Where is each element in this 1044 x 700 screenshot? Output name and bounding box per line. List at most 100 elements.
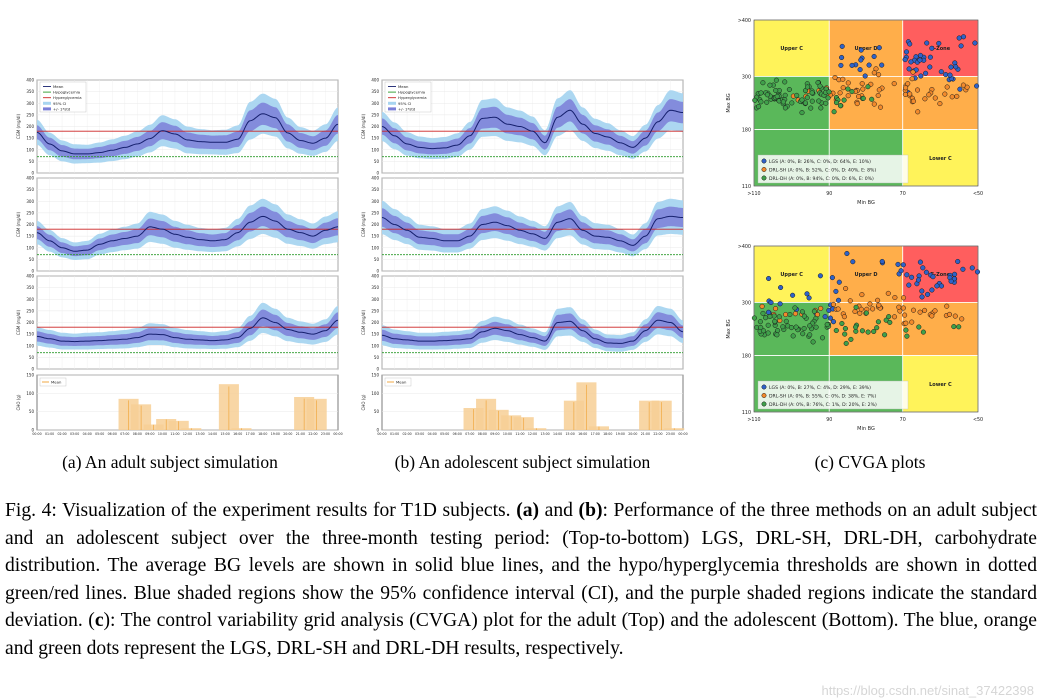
cvga-point-lgs bbox=[777, 301, 783, 307]
y-tick-label: 300 bbox=[371, 101, 379, 106]
y-tick-label: 300 bbox=[742, 300, 751, 306]
legend-marker bbox=[761, 175, 767, 181]
cvga-point-drl-dh bbox=[843, 340, 849, 346]
x-tick-label: 00:00 bbox=[333, 432, 342, 436]
y-tick-label: 100 bbox=[371, 245, 379, 250]
cvga-point-drl-sh bbox=[841, 314, 847, 320]
x-tick-label: 21:00 bbox=[641, 432, 650, 436]
cvga-point-drl-dh bbox=[808, 105, 814, 111]
cvga-point-drl-dh bbox=[751, 315, 757, 321]
y-axis-label: CGM (mg/dl) bbox=[361, 309, 366, 335]
cvga-point-drl-dh bbox=[793, 324, 799, 330]
y-axis-label: CGM (mg/dl) bbox=[16, 309, 21, 335]
caption-bold-b: (b) bbox=[578, 500, 603, 521]
cvga-point-drl-sh bbox=[845, 80, 851, 86]
cvga-point-drl-sh bbox=[835, 306, 841, 312]
cvga-point-drl-dh bbox=[773, 77, 779, 83]
y-tick-label: 300 bbox=[371, 199, 379, 204]
y-tick-label: 250 bbox=[371, 210, 379, 215]
cvga-point-drl-sh bbox=[870, 306, 876, 312]
cvga-point-drl-dh bbox=[771, 313, 777, 319]
cvga-point-drl-dh bbox=[799, 309, 805, 315]
cgm-subplot-drl-sh: 0 50 100 150 200 250 300 350 400 CGM (mg/dl) bbox=[361, 176, 684, 274]
cvga-point-drl-dh bbox=[865, 84, 871, 90]
cvga-point-lgs bbox=[956, 35, 962, 41]
cvga-point-drl-sh bbox=[854, 101, 860, 107]
cvga-point-drl-sh bbox=[944, 84, 950, 90]
legend-label: Mean bbox=[53, 84, 64, 89]
cvga-point-lgs bbox=[974, 83, 980, 89]
cvga-point-drl-sh bbox=[885, 290, 891, 296]
std-band bbox=[37, 309, 338, 346]
x-tick-label: 15:00 bbox=[566, 432, 575, 436]
x-tick-label: 00:00 bbox=[678, 432, 687, 436]
x-tick-label: 70 bbox=[900, 191, 906, 197]
cvga-point-lgs bbox=[850, 259, 856, 265]
legend-label: Hyperglycemia bbox=[398, 95, 427, 100]
cvga-point-drl-sh bbox=[792, 311, 798, 317]
x-tick-label: 19:00 bbox=[616, 432, 625, 436]
cvga-point-drl-dh bbox=[874, 325, 880, 331]
x-tick-label: 17:00 bbox=[591, 432, 600, 436]
y-tick-label: 400 bbox=[371, 176, 379, 181]
cvga-point-drl-dh bbox=[865, 329, 871, 335]
y-tick-label: 110 bbox=[742, 410, 751, 416]
x-tick-label: 03:00 bbox=[415, 432, 424, 436]
cvga-point-drl-sh bbox=[847, 298, 853, 304]
cvga-point-lgs bbox=[768, 299, 774, 306]
y-tick-label: 350 bbox=[371, 285, 379, 290]
legend-marker bbox=[761, 384, 767, 390]
y-tick-label: 0 bbox=[31, 367, 34, 372]
legend-marker bbox=[761, 401, 767, 407]
cvga-point-lgs bbox=[806, 295, 812, 301]
y-tick-label: 300 bbox=[26, 199, 34, 204]
cvga-point-drl-dh bbox=[764, 92, 770, 98]
cvga-point-drl-dh bbox=[758, 90, 764, 96]
cvga-point-lgs bbox=[960, 266, 966, 272]
legend-marker bbox=[761, 158, 767, 164]
cvga-point-lgs bbox=[969, 265, 975, 271]
x-tick-label: 13:00 bbox=[540, 432, 549, 436]
cvga-point-drl-sh bbox=[915, 109, 921, 115]
y-tick-label: 50 bbox=[29, 257, 35, 262]
cvga-point-drl-dh bbox=[883, 317, 889, 323]
cvga-point-drl-sh bbox=[818, 305, 824, 311]
y-tick-label: 0 bbox=[31, 269, 34, 274]
cvga-point-lgs bbox=[898, 268, 904, 274]
cvga-point-drl-sh bbox=[876, 72, 882, 78]
mean-line bbox=[36, 215, 339, 252]
y-tick-label: 400 bbox=[26, 176, 34, 181]
x-tick-label: 07:00 bbox=[120, 432, 129, 436]
y-tick-label: 250 bbox=[26, 112, 34, 117]
y-tick-label: 150 bbox=[371, 234, 379, 239]
cvga-point-drl-sh bbox=[843, 285, 849, 292]
y-tick-label: 100 bbox=[26, 245, 34, 250]
y-tick-label: >400 bbox=[738, 244, 751, 250]
y-tick-label: 300 bbox=[742, 74, 751, 80]
std-band bbox=[37, 206, 338, 257]
cvga-point-drl-dh bbox=[760, 80, 766, 86]
y-tick-label: 400 bbox=[26, 274, 34, 279]
y-axis-label: CHO (g) bbox=[16, 394, 21, 410]
caption-text-2: and bbox=[539, 500, 579, 521]
zone-b bbox=[828, 76, 904, 130]
cvga-point-lgs bbox=[904, 272, 910, 278]
cvga-point-drl-dh bbox=[801, 325, 807, 332]
cvga-point-drl-dh bbox=[774, 93, 780, 99]
cvga-point-drl-dh bbox=[774, 332, 780, 338]
y-tick-label: 50 bbox=[374, 409, 380, 414]
cvga-point-drl-sh bbox=[859, 81, 865, 87]
cvga-point-lgs bbox=[903, 49, 910, 55]
x-tick-label: 09:00 bbox=[490, 432, 499, 436]
x-tick-label: 12:00 bbox=[528, 432, 537, 436]
zone-upper-c bbox=[753, 19, 830, 77]
y-tick-label: 100 bbox=[26, 343, 34, 348]
y-tick-label: >400 bbox=[738, 18, 751, 24]
zone-label: E-Zone bbox=[931, 46, 951, 52]
x-tick-label: 05:00 bbox=[440, 432, 449, 436]
cvga-point-lgs bbox=[839, 54, 845, 61]
cvga-point-drl-dh bbox=[804, 95, 810, 101]
